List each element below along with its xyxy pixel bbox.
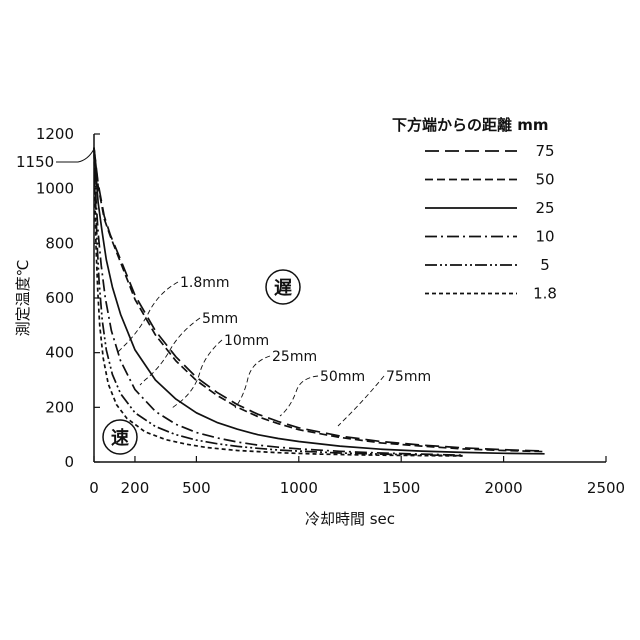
x-tick-label: 2000 xyxy=(485,479,523,497)
label-leader-5 xyxy=(139,317,201,386)
series-line-5 xyxy=(93,147,463,457)
x-tick-label: 1000 xyxy=(280,479,318,497)
series-line-25 xyxy=(93,147,545,455)
curve-label-10: 10mm xyxy=(224,333,269,349)
legend: 下方端からの距離 mm 75 50 25 10 5 1.8 xyxy=(392,116,557,303)
x-axis-title: 冷却時間 sec xyxy=(305,510,395,528)
y-tick-label: 1200 xyxy=(36,125,74,143)
series-line-50 xyxy=(93,147,545,453)
legend-label-50: 50 xyxy=(535,171,554,189)
x-tick-label: 2500 xyxy=(587,479,625,497)
curve-labels: 1.8mm 5mm 10mm 25mm 50mm 75mm xyxy=(117,275,431,427)
legend-label-75: 75 xyxy=(535,142,554,160)
badge-slow: 遅 xyxy=(265,269,301,305)
series-line-75 xyxy=(93,147,545,452)
badge-slow-text: 遅 xyxy=(274,278,292,299)
x-tick-label: 0 xyxy=(89,479,99,497)
series-line-10 xyxy=(93,147,463,457)
series-line-1.8 xyxy=(93,147,463,457)
legend-label-10: 10 xyxy=(535,228,554,246)
axes xyxy=(93,134,606,463)
label-leader-25 xyxy=(234,355,271,409)
legend-title: 下方端からの距離 mm xyxy=(392,116,548,134)
y-tick-label: 1000 xyxy=(36,180,74,198)
y-tick-label: 200 xyxy=(45,398,74,416)
legend-label-1.8: 1.8 xyxy=(533,285,557,303)
y-callout: 1150 xyxy=(16,148,95,171)
series-layer xyxy=(93,147,545,457)
x-tick-label: 200 xyxy=(121,479,150,497)
badge-fast-text: 速 xyxy=(111,427,129,449)
y-ticks: 0 200 400 600 800 1000 1200 xyxy=(36,125,100,471)
y-axis-title: 測定温度℃ xyxy=(14,260,32,337)
x-ticks: 0 500 1000 1500 2000 2500 200 xyxy=(89,456,625,497)
curve-label-25: 25mm xyxy=(272,349,317,365)
legend-entries: 75 50 25 10 5 1.8 xyxy=(425,142,557,303)
label-leader-75 xyxy=(337,375,385,427)
x-tick-label: 500 xyxy=(182,479,211,497)
legend-label-5: 5 xyxy=(540,256,550,274)
y-tick-label: 800 xyxy=(45,234,74,252)
y-tick-label: 0 xyxy=(64,453,74,471)
label-leader-50 xyxy=(279,375,319,417)
curve-label-75: 75mm xyxy=(386,369,431,385)
x-tick-label: 1500 xyxy=(382,479,420,497)
legend-label-25: 25 xyxy=(535,199,554,217)
label-leader-10 xyxy=(171,339,223,409)
y-tick-label: 600 xyxy=(45,289,74,307)
badge-fast: 速 xyxy=(102,419,138,455)
curve-label-1.8: 1.8mm xyxy=(180,275,230,291)
y-tick-label: 400 xyxy=(45,344,74,362)
curve-label-5: 5mm xyxy=(202,311,238,327)
curve-label-50: 50mm xyxy=(320,369,365,385)
y-callout-leader xyxy=(56,148,95,163)
y-callout-label: 1150 xyxy=(16,153,54,171)
label-leader-1.8 xyxy=(117,281,179,353)
